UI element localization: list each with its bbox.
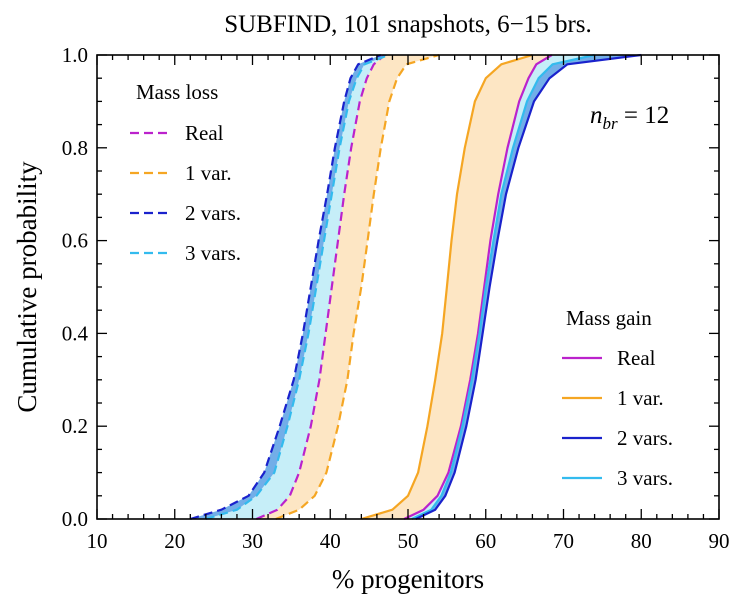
shaded-bands bbox=[190, 55, 642, 519]
x-tick-label-80: 80 bbox=[631, 529, 652, 553]
y-tick-label-0-6: 0.6 bbox=[62, 229, 88, 253]
band-gain-3 bbox=[361, 55, 552, 519]
x-tick-label-50: 50 bbox=[398, 529, 419, 553]
nbr-annotation: nbr = 12 bbox=[590, 102, 669, 133]
legend-mass-loss: Mass loss Real 1 var. 2 vars. 3 vars. bbox=[130, 80, 241, 265]
legend-label-mass-loss-2-vars: 2 vars. bbox=[185, 201, 241, 225]
line-mass-gain-2-vars bbox=[415, 53, 642, 520]
legend-label-mass-gain-2-vars: 2 vars. bbox=[617, 426, 673, 450]
x-tick-label-40: 40 bbox=[320, 529, 341, 553]
y-tick-label-0-0: 0.0 bbox=[62, 507, 88, 531]
legend-label-mass-gain-real: Real bbox=[617, 346, 656, 370]
x-tick-label-30: 30 bbox=[242, 529, 263, 553]
band-loss-0 bbox=[256, 55, 440, 519]
y-tick-label-0-8: 0.8 bbox=[62, 136, 88, 160]
line-mass-loss-real bbox=[255, 54, 386, 521]
x-tick-label-20: 20 bbox=[164, 529, 185, 553]
nbr-value: = 12 bbox=[618, 102, 670, 129]
x-axis-label: % progenitors bbox=[332, 564, 484, 594]
y-tick-label-0-4: 0.4 bbox=[62, 321, 89, 345]
cdf-lines bbox=[189, 53, 642, 521]
x-tick-label-10: 10 bbox=[87, 529, 108, 553]
line-mass-loss-2-vars bbox=[189, 53, 382, 521]
y-axis-label: Cumulative probability bbox=[12, 161, 42, 413]
legend-mass-gain: Mass gain Real 1 var. 2 vars. 3 vars. bbox=[562, 306, 673, 490]
legend-label-mass-gain-1-var: 1 var. bbox=[617, 386, 664, 410]
line-mass-loss-1-var bbox=[275, 53, 440, 521]
x-tick-labels: 10 20 30 40 50 60 70 80 90 bbox=[87, 529, 730, 553]
x-tick-label-60: 60 bbox=[475, 529, 496, 553]
legend-label-mass-loss-1-var: 1 var. bbox=[185, 161, 232, 185]
legend-label-mass-gain-3-vars: 3 vars. bbox=[617, 466, 673, 490]
nbr-base: n bbox=[590, 102, 603, 129]
x-tick-label-70: 70 bbox=[553, 529, 574, 553]
axis-ticks bbox=[96, 54, 720, 520]
legend-label-mass-loss-real: Real bbox=[185, 121, 224, 145]
y-tick-label-0-2: 0.2 bbox=[62, 414, 88, 438]
y-tick-labels: 0.0 0.2 0.4 0.6 0.8 1.0 bbox=[62, 43, 89, 531]
y-tick-label-1-0: 1.0 bbox=[62, 43, 88, 67]
line-mass-loss-3-vars bbox=[205, 53, 389, 521]
legend-title-mass-gain: Mass gain bbox=[566, 306, 652, 330]
line-mass-gain-3-vars bbox=[411, 53, 595, 520]
nbr-subscript: br bbox=[603, 114, 619, 133]
band-gain-5 bbox=[411, 55, 642, 519]
legend-title-mass-loss: Mass loss bbox=[136, 80, 218, 104]
chart-title: SUBFIND, 101 snapshots, 6−15 brs. bbox=[224, 11, 592, 38]
x-tick-label-90: 90 bbox=[709, 529, 730, 553]
line-mass-gain-real bbox=[403, 54, 553, 520]
legend-label-mass-loss-3-vars: 3 vars. bbox=[185, 241, 241, 265]
line-mass-gain-1-var bbox=[360, 53, 533, 521]
